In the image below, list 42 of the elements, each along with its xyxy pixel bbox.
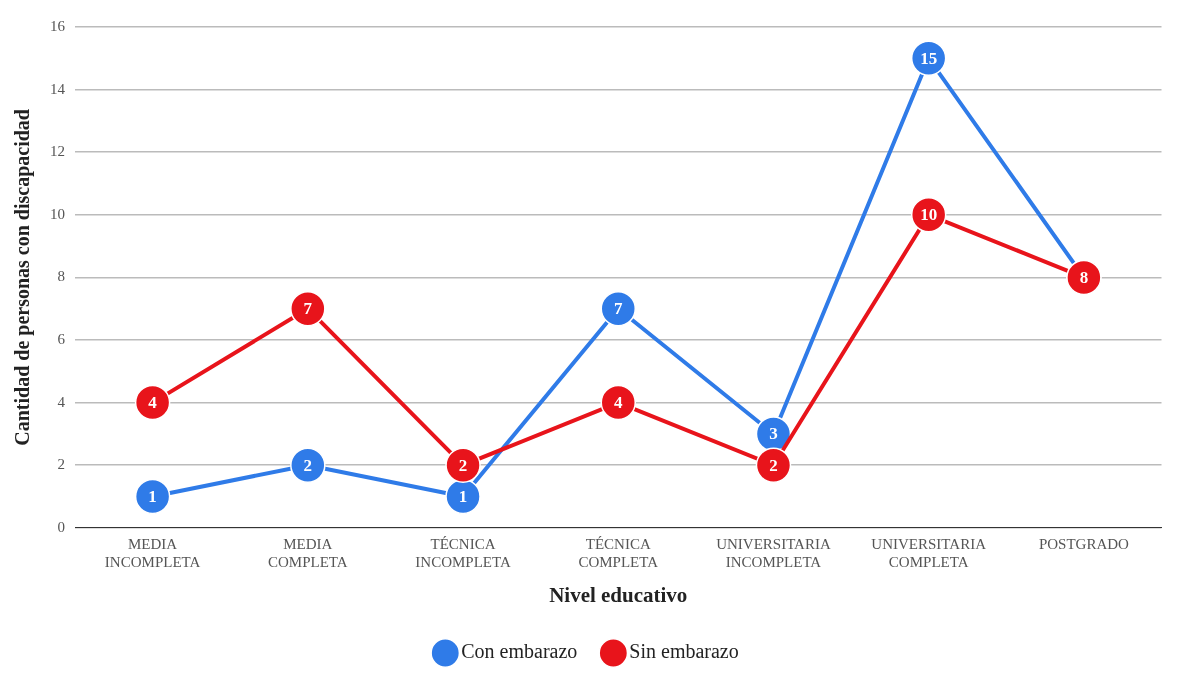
- point: [290, 290, 326, 327]
- point: [134, 384, 171, 421]
- point: [290, 447, 326, 483]
- data-label: 10: [920, 205, 938, 225]
- point: [600, 384, 636, 421]
- y-axis-title: Cantidad de personas con discapacidad: [11, 109, 35, 446]
- data-label: 2: [458, 455, 468, 475]
- x-tick-label: UNIVERSITARIA COMPLETA: [871, 535, 987, 570]
- point: [134, 478, 171, 515]
- data-label: 8: [1079, 267, 1089, 287]
- data-label: 7: [303, 299, 313, 319]
- data-label: 15: [920, 48, 938, 68]
- y-tick-label: 2: [57, 456, 65, 473]
- data-label: 1: [458, 486, 468, 506]
- y-tick-label: 6: [57, 330, 66, 347]
- y-tick-label: 0: [57, 518, 65, 535]
- data-label: 4: [614, 392, 623, 412]
- x-tick-label: TÉCNICA INCOMPLETA: [415, 535, 511, 570]
- y-tick-label: 12: [50, 143, 65, 160]
- x-tick-label: UNIVERSITARIA INCOMPLETA: [716, 535, 831, 570]
- x-tick-label: TÉCNICA COMPLETA: [578, 535, 659, 570]
- x-axis-title: Nivel educativo: [549, 582, 688, 607]
- legend-label: Con embarazo: [461, 640, 578, 663]
- x-tick-label: POSTGRADO: [1038, 535, 1130, 552]
- data-label: 4: [148, 392, 158, 412]
- x-tick-label: MEDIA COMPLETA: [268, 535, 348, 570]
- y-tick-label: 8: [57, 268, 65, 285]
- data-label: 7: [614, 299, 623, 319]
- point: [445, 447, 481, 483]
- point: [600, 290, 636, 327]
- legend-label: Sin embarazo: [629, 640, 739, 663]
- y-tick-label: 16: [50, 17, 66, 34]
- data-label: 2: [303, 455, 313, 475]
- data-label: 1: [148, 486, 157, 506]
- data-label: 2: [769, 455, 778, 475]
- x-tick-label: MEDIA INCOMPLETA: [104, 535, 201, 570]
- point: [445, 478, 481, 515]
- data-label: 3: [769, 424, 778, 444]
- point: [755, 447, 792, 483]
- y-tick-label: 4: [57, 393, 66, 410]
- y-tick-label: 14: [50, 80, 66, 97]
- y-tick-label: 10: [50, 205, 65, 222]
